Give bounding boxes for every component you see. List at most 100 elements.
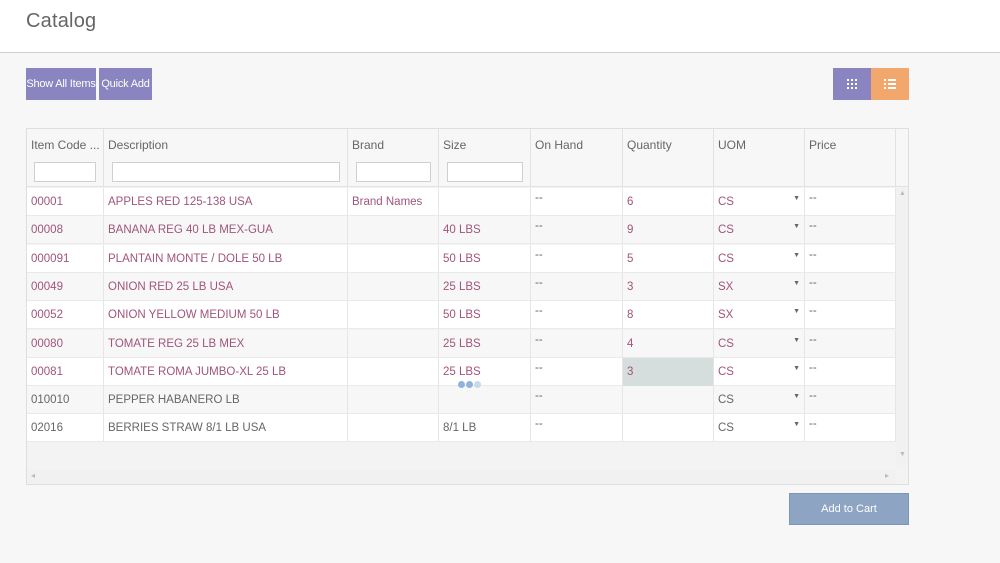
cell-code[interactable]: 00081: [27, 357, 104, 386]
catalog-table: Item Code ... Description Brand Size On Hand…: [26, 128, 909, 485]
list-icon: [884, 79, 896, 89]
column-header-qty[interactable]: Quantity: [623, 129, 714, 187]
cell-onhand: --: [531, 357, 623, 386]
cell-code[interactable]: 00001: [27, 188, 104, 216]
cell-desc[interactable]: APPLES RED 125-138 USA: [104, 188, 348, 216]
cell-code[interactable]: 00052: [27, 301, 104, 330]
table-row[interactable]: 02016 BERRIES STRAW 8/1 LB USA 8/1 LB -- CS ▼…: [27, 414, 896, 442]
column-header-desc[interactable]: Description: [104, 129, 348, 187]
dropdown-arrow-icon[interactable]: ▼: [793, 279, 800, 287]
onhand-value: --: [535, 361, 543, 374]
scroll-right-icon[interactable]: ▸: [885, 471, 890, 480]
desc-value: BANANA REG 40 LB MEX-GUA: [108, 224, 273, 237]
cell-qty[interactable]: 9: [623, 216, 714, 245]
cell-code[interactable]: 00008: [27, 216, 104, 245]
cell-code[interactable]: 010010: [27, 386, 104, 415]
cell-code[interactable]: 00049: [27, 272, 104, 301]
size-value: 50 LBS: [443, 309, 481, 322]
dropdown-arrow-icon[interactable]: ▼: [793, 364, 800, 372]
dropdown-arrow-icon[interactable]: ▼: [793, 393, 800, 401]
cell-uom[interactable]: CS ▼: [714, 188, 805, 216]
filter-input-brand[interactable]: [356, 162, 431, 182]
filter-input-desc[interactable]: [112, 162, 340, 182]
cell-desc[interactable]: TOMATE REG 25 LB MEX: [104, 329, 348, 358]
dropdown-arrow-icon[interactable]: ▼: [793, 421, 800, 429]
cell-uom[interactable]: CS ▼: [714, 329, 805, 358]
cell-qty[interactable]: [623, 386, 714, 415]
table-row[interactable]: 00008 BANANA REG 40 LB MEX-GUA 40 LBS -- 9 CS…: [27, 216, 896, 245]
horizontal-scrollbar[interactable]: ◂ ▸: [27, 470, 896, 484]
column-header-code[interactable]: Item Code ...: [27, 129, 104, 187]
cell-code[interactable]: 00080: [27, 329, 104, 358]
dropdown-arrow-icon[interactable]: ▼: [793, 308, 800, 316]
table-row[interactable]: 00001 APPLES RED 125-138 USA Brand Names --…: [27, 188, 896, 216]
cell-qty[interactable]: 4: [623, 329, 714, 358]
dropdown-arrow-icon[interactable]: ▼: [793, 251, 800, 259]
cell-brand: Brand Names: [348, 188, 439, 216]
cell-desc[interactable]: ONION RED 25 LB USA: [104, 272, 348, 301]
grid-view-button[interactable]: [833, 68, 871, 100]
dropdown-arrow-icon[interactable]: ▼: [793, 336, 800, 344]
cell-qty[interactable]: 3: [623, 357, 714, 386]
column-header-uom[interactable]: UOM: [714, 129, 805, 187]
cell-onhand: --: [531, 301, 623, 330]
cell-uom[interactable]: CS ▼: [714, 357, 805, 386]
dropdown-arrow-icon[interactable]: ▼: [793, 223, 800, 231]
cell-code[interactable]: 000091: [27, 244, 104, 273]
quick-add-button[interactable]: Quick Add: [99, 68, 152, 100]
desc-value: TOMATE ROMA JUMBO-XL 25 LB: [108, 365, 287, 378]
uom-value: CS: [718, 337, 734, 350]
filter-input-code[interactable]: [34, 162, 96, 182]
cell-onhand: --: [531, 386, 623, 415]
table-row[interactable]: 00052 ONION YELLOW MEDIUM 50 LB 50 LBS -- 8 S…: [27, 301, 896, 330]
scroll-left-icon[interactable]: ◂: [31, 471, 36, 480]
column-label: Size: [443, 138, 467, 152]
cell-desc[interactable]: BANANA REG 40 LB MEX-GUA: [104, 216, 348, 245]
cell-desc[interactable]: TOMATE ROMA JUMBO-XL 25 LB: [104, 357, 348, 386]
cell-uom[interactable]: CS ▼: [714, 386, 805, 415]
column-header-size[interactable]: Size: [439, 129, 531, 187]
cell-qty[interactable]: [623, 414, 714, 442]
cell-desc[interactable]: PLANTAIN MONTE / DOLE 50 LB: [104, 244, 348, 273]
table-body: 00001 APPLES RED 125-138 USA Brand Names --…: [27, 188, 896, 442]
cell-uom[interactable]: CS ▼: [714, 244, 805, 273]
table-row[interactable]: 010010 PEPPER HABANERO LB -- CS ▼ --: [27, 386, 896, 415]
qty-value: 6: [627, 196, 634, 208]
cell-qty[interactable]: 3: [623, 272, 714, 301]
cell-qty[interactable]: 5: [623, 244, 714, 273]
table-row[interactable]: 00080 TOMATE REG 25 LB MEX 25 LBS -- 4 CS ▼ --: [27, 329, 896, 358]
price-value: --: [809, 333, 817, 346]
cell-uom[interactable]: CS ▼: [714, 414, 805, 442]
show-all-items-button[interactable]: Show All Items: [26, 68, 96, 100]
table-row[interactable]: 000091 PLANTAIN MONTE / DOLE 50 LB 50 LBS -…: [27, 244, 896, 273]
uom-value: CS: [718, 196, 734, 208]
cell-uom[interactable]: SX ▼: [714, 272, 805, 301]
column-header-brand[interactable]: Brand: [348, 129, 439, 187]
cell-desc[interactable]: ONION YELLOW MEDIUM 50 LB: [104, 301, 348, 330]
uom-value: CS: [718, 224, 734, 237]
add-to-cart-button[interactable]: Add to Cart: [789, 493, 909, 525]
onhand-value: --: [535, 192, 543, 204]
page-title: Catalog: [26, 10, 97, 32]
price-value: --: [809, 220, 817, 233]
table-row[interactable]: 00049 ONION RED 25 LB USA 25 LBS -- 3 SX ▼ --: [27, 272, 896, 301]
column-header-onhand[interactable]: On Hand: [531, 129, 623, 187]
cell-qty[interactable]: 8: [623, 301, 714, 330]
cell-onhand: --: [531, 272, 623, 301]
cell-qty[interactable]: 6: [623, 188, 714, 216]
cell-uom[interactable]: SX ▼: [714, 301, 805, 330]
vertical-scrollbar[interactable]: ▲ ▼: [896, 188, 908, 465]
dropdown-arrow-icon[interactable]: ▼: [793, 195, 800, 202]
scroll-up-icon[interactable]: ▲: [899, 190, 906, 197]
list-view-button[interactable]: [871, 68, 909, 100]
cell-desc[interactable]: BERRIES STRAW 8/1 LB USA: [104, 414, 348, 442]
price-value: --: [809, 248, 817, 261]
scroll-down-icon[interactable]: ▼: [899, 451, 906, 458]
filter-input-size[interactable]: [447, 162, 523, 182]
cell-uom[interactable]: CS ▼: [714, 216, 805, 245]
cell-size: 8/1 LB: [439, 414, 531, 442]
cell-desc[interactable]: PEPPER HABANERO LB: [104, 386, 348, 415]
cell-code[interactable]: 02016: [27, 414, 104, 442]
uom-value: CS: [718, 365, 734, 378]
column-header-price[interactable]: Price: [805, 129, 896, 187]
